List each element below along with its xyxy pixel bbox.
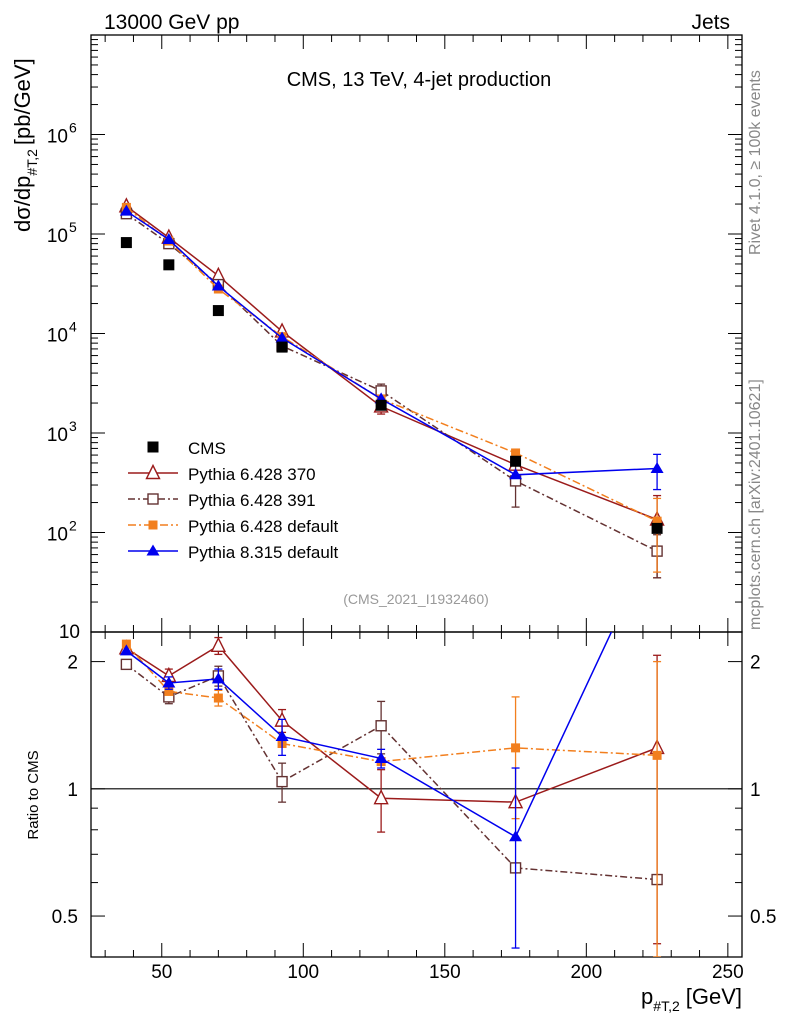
- header-right: Jets: [691, 11, 730, 34]
- legend-label: Pythia 6.428 default: [188, 517, 339, 536]
- legend-marker: [148, 520, 158, 530]
- series-point: [119, 204, 133, 216]
- legend-label-cms: CMS: [188, 439, 226, 458]
- x-label-unit: [GeV]: [686, 984, 742, 1009]
- y-label-main: dσ/dp: [10, 176, 35, 232]
- x-tick-label: 50: [151, 962, 172, 983]
- y-tick-label-exp: 5: [69, 219, 77, 235]
- y-axis-label: dσ/dp#T,2 [pb/GeV]: [10, 58, 40, 232]
- data-point: [510, 455, 522, 467]
- legend-marker: [146, 544, 160, 556]
- y-label-unit: [pb/GeV]: [10, 58, 35, 145]
- data-point: [651, 522, 663, 534]
- legend-label: Pythia 6.428 391: [188, 491, 316, 510]
- data-point: [276, 341, 288, 353]
- ratio-point: [275, 729, 289, 741]
- ratio-point: [119, 644, 133, 656]
- legend-marker: [147, 493, 159, 505]
- y-tick-label: 10: [47, 226, 68, 247]
- legend-marker: [145, 463, 161, 480]
- analysis-id: (CMS_2021_I1932460): [343, 591, 489, 607]
- data-point: [212, 305, 224, 317]
- ratio-tick-label: 2: [67, 653, 78, 674]
- y-tick-label-exp: 2: [69, 518, 77, 534]
- ratio-tick-label-right: 1: [750, 780, 761, 801]
- y-tick-label: 10: [47, 425, 68, 446]
- ratio-series-0: [118, 636, 665, 945]
- ratio-point: [213, 693, 223, 703]
- plot-title: CMS, 13 TeV, 4-jet production: [287, 69, 552, 91]
- ratio-tick-label-right: 2: [750, 653, 761, 674]
- ratio-point: [162, 676, 176, 688]
- y-label-sub: #T,2: [24, 149, 40, 176]
- data-point: [120, 237, 132, 249]
- y-tick-label-exp: 4: [69, 319, 77, 335]
- y-tick-label: 10: [47, 525, 68, 546]
- svg-text:dσ/dp#T,2[pb/GeV]: dσ/dp#T,2 [pb/GeV]: [10, 58, 40, 232]
- legend: CMS Pythia 6.428 370 Pythia 6.428 391 Pythi…: [128, 439, 339, 562]
- mcplots-label: mcplots.cern.ch [arXiv:2401.10621]: [747, 379, 764, 630]
- rivet-label: Rivet 4.1.0, ≥ 100k events: [747, 70, 764, 255]
- ratio-point: [374, 751, 388, 763]
- ratio-point: [121, 639, 131, 649]
- ratio-point: [375, 720, 387, 732]
- series-point: [509, 468, 523, 480]
- y-tick-label: 10: [59, 622, 80, 643]
- series-point: [275, 331, 289, 343]
- ratio-tick-label-right: 0.5: [750, 907, 776, 928]
- ratio-line: [125, 632, 613, 838]
- data-series: [120, 237, 663, 534]
- x-label-sub: #T,2: [653, 998, 680, 1014]
- series-point: [162, 233, 176, 245]
- series-point: [650, 461, 664, 473]
- x-tick-label: 200: [570, 962, 602, 983]
- x-tick-label: 150: [429, 962, 461, 983]
- legend-label: Pythia 8.315 default: [188, 543, 339, 562]
- legend-label: Pythia 6.428 370: [188, 465, 316, 484]
- ratio-point: [276, 775, 288, 788]
- ratio-line: [125, 644, 658, 803]
- x-tick-label: 250: [712, 962, 744, 983]
- ratio-plot-area: [118, 632, 665, 957]
- ratio-tick-label: 0.5: [52, 907, 78, 928]
- ratio-point: [373, 789, 389, 805]
- ratio-series-3: [119, 632, 613, 949]
- main-plot-area: [118, 197, 665, 579]
- legend-marker-cms: [147, 441, 159, 453]
- header-left: 13000 GeV pp: [104, 11, 239, 34]
- data-point: [375, 399, 387, 411]
- series-point: [652, 516, 662, 526]
- x-label-main: p: [641, 984, 653, 1009]
- series-line: [125, 210, 658, 476]
- ratio-point: [120, 658, 133, 671]
- series-point: [511, 448, 521, 458]
- y-tick-label-exp: 6: [69, 120, 77, 136]
- ratio-y-label: Ratio to CMS: [25, 750, 42, 839]
- x-tick-label: 100: [287, 962, 319, 983]
- ratio-point: [211, 672, 225, 684]
- ratio-series-1: [120, 658, 663, 886]
- ratio-point: [210, 636, 227, 652]
- data-point: [163, 259, 175, 271]
- series-3: [119, 204, 664, 491]
- ratio-axis-ticks: 50 100 150 200 250 0.5 0.5 1 1 2 2: [52, 632, 776, 983]
- ratio-point: [511, 743, 521, 753]
- y-tick-label: 10: [47, 326, 68, 347]
- y-tick-label-exp: 3: [69, 418, 77, 434]
- ratio-point: [652, 750, 662, 760]
- ratio-point: [164, 686, 174, 696]
- x-axis-label: p#T,2 [GeV]: [641, 984, 742, 1014]
- ratio-tick-label: 1: [67, 780, 78, 801]
- ratio-point: [509, 830, 523, 842]
- y-tick-label: 10: [47, 127, 68, 148]
- series-point: [211, 279, 225, 291]
